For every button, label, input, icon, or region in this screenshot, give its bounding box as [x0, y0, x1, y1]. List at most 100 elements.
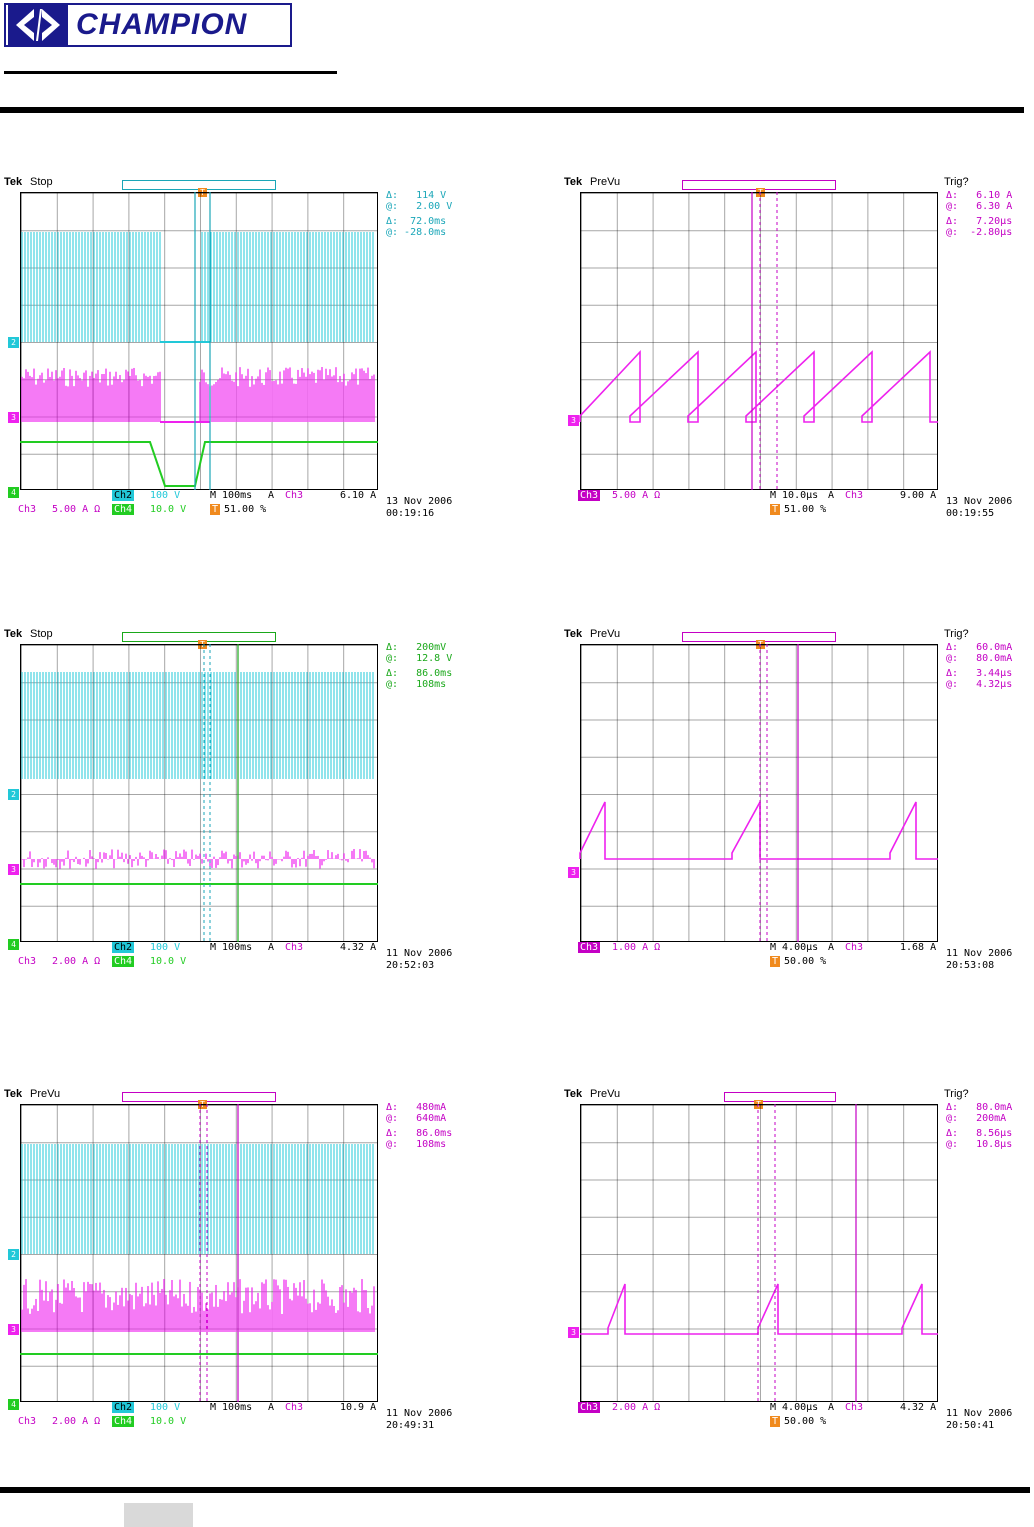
capture-date: 11 Nov 2006 — [386, 948, 453, 959]
ch4-scale: 10.0 V — [150, 504, 187, 515]
ch3-scale: 5.00 A Ω — [52, 504, 101, 515]
scope-status-bar: Ch3 5.00 A Ω M 10.0µs A Ch3 9.00 A T 51.00 % 13 … — [564, 490, 1034, 526]
ch3-trace — [579, 801, 938, 860]
trigger-source: Ch3 — [285, 1402, 304, 1413]
ch3-scale: 2.00 A Ω — [52, 1416, 101, 1427]
trigger-level: 9.00 A — [900, 490, 937, 501]
ch3-scale: 2.00 A Ω — [612, 1402, 661, 1413]
trigger-position-icon: T — [210, 504, 221, 515]
cursor-readout: Δ: 114 V @: 2.00 V Δ: 72.0ms @: -28.0ms — [386, 190, 476, 238]
ch4-label: Ch4 — [112, 504, 135, 515]
ch3-label: Ch3 — [18, 956, 37, 967]
tek-label: Tek — [564, 1088, 583, 1100]
ch2-label: Ch2 — [112, 942, 135, 953]
channel-4-marker-icon: 4 — [8, 939, 19, 950]
capture-date: 11 Nov 2006 — [386, 1408, 453, 1419]
cursor-readout-line: @: 200mA — [946, 1113, 1007, 1124]
trigger-mode: A — [828, 490, 835, 501]
trigger-mode: A — [268, 1402, 275, 1413]
cursor-readout-line: Δ: 114 V — [386, 190, 447, 201]
timebase-readout: M 100ms — [210, 942, 253, 953]
channel-4-marker-icon: 4 — [8, 487, 19, 498]
capture-time: 00:19:55 — [946, 508, 995, 519]
scope-status-bar: Ch3 1.00 A Ω M 4.00µs A Ch3 1.68 A T 50.00 % 11 … — [564, 942, 1034, 978]
waveform-area — [20, 1104, 378, 1402]
channel-3-marker-icon: 3 — [8, 412, 19, 423]
trigger-source: Ch3 — [845, 942, 864, 953]
trigger-position-percent: 50.00 % — [784, 956, 827, 967]
trigger-position-icon: T — [770, 1416, 781, 1427]
cursor-readout-line: @: 80.0mA — [946, 653, 1013, 664]
acquisition-state: PreVu — [590, 628, 621, 640]
scope-capture-3: TekStopT234Δ: 200mV@: 12.8 VΔ: 86.0ms@: … — [4, 628, 474, 978]
scope-graticule — [580, 1104, 938, 1402]
header-rule — [0, 107, 1024, 113]
cursor-readout: Δ: 60.0mA @: 80.0mA Δ: 3.44µs @: 4.32µs — [946, 642, 1034, 690]
champion-logo: CHAMPION — [4, 3, 292, 47]
cursor-readout-line: @: 6.30 A — [946, 201, 1013, 212]
acquisition-state: Stop — [30, 176, 53, 188]
ch3-scale: 5.00 A Ω — [612, 490, 661, 501]
trigger-source: Ch3 — [285, 942, 304, 953]
capture-time: 20:52:03 — [386, 960, 435, 971]
ch3-label: Ch3 — [578, 490, 601, 501]
ch2-scale: 100 V — [150, 1402, 181, 1413]
scope-status-bar: Ch2 100 V M 100ms A Ch3 4.32 A Ch3 2.00 A Ω Ch4 1… — [4, 942, 474, 978]
ch4-label: Ch4 — [112, 1416, 135, 1427]
footer-rule — [0, 1487, 1030, 1493]
cursor-readout-line: Δ: 80.0mA — [946, 1102, 1013, 1113]
trigger-source: Ch3 — [845, 1402, 864, 1413]
ch2-scale: 100 V — [150, 942, 181, 953]
cursor-readout-line: @: 108ms — [386, 679, 447, 690]
tek-label: Tek — [4, 628, 23, 640]
cursor-readout-line: Δ: 8.56µs — [946, 1128, 1013, 1139]
trigger-mode: A — [268, 490, 275, 501]
scope-capture-1: Tek Stop T 2 3 4 Δ: 114 V@: 2.00 V Δ: 72.0ms@: … — [4, 176, 476, 525]
cursor-readout-line: Δ: 86.0ms — [386, 1128, 453, 1139]
ch3-trace — [580, 1283, 938, 1335]
channel-3-marker-icon: 3 — [8, 1324, 19, 1335]
trigger-position-percent: 50.00 % — [784, 1416, 827, 1427]
cursor-readout-line: Δ: 480mA — [386, 1102, 447, 1113]
waveform-area — [20, 644, 378, 942]
cursor-readout-line: Δ: 3.44µs — [946, 668, 1013, 679]
trigger-level: 6.10 A — [340, 490, 377, 501]
acquisition-state: PreVu — [590, 1088, 621, 1100]
cursor-readout-line: Δ: 86.0ms — [386, 668, 453, 679]
capture-date: 13 Nov 2006 — [946, 496, 1013, 507]
waveform-area — [579, 192, 938, 490]
ch4-scale: 10.0 V — [150, 956, 187, 967]
ch3-trace — [579, 349, 938, 423]
ch4-label: Ch4 — [112, 956, 135, 967]
cursor-readout-line: @: 640mA — [386, 1113, 447, 1124]
timebase-readout: M 10.0µs — [770, 490, 819, 501]
ch3-label: Ch3 — [18, 504, 37, 515]
trigger-level: 1.68 A — [900, 942, 937, 953]
scope-graticule — [580, 644, 938, 942]
tek-label: Tek — [4, 176, 23, 188]
trigger-level: 4.32 A — [900, 1402, 937, 1413]
ch2-label: Ch2 — [112, 1402, 135, 1413]
channel-2-marker-icon: 2 — [8, 337, 19, 348]
ch3-scale: 1.00 A Ω — [612, 942, 661, 953]
cursor-readout: Δ: 6.10 A @: 6.30 A Δ: 7.20µs @: -2.80µs — [946, 190, 1034, 238]
cursor-readout: Δ: 80.0mA @: 200mA Δ: 8.56µs @: 10.8µs — [946, 1102, 1034, 1150]
footer-page-box — [124, 1503, 193, 1527]
waveform-area — [579, 644, 938, 942]
cursor-readout-line: @: 10.8µs — [946, 1139, 1013, 1150]
trigger-position-icon: T — [770, 504, 781, 515]
header-rule-short — [4, 71, 337, 74]
trigger-level: 4.32 A — [340, 942, 377, 953]
channel-3-marker-icon: 3 — [568, 415, 579, 426]
cursor-readout-line: Δ: 60.0mA — [946, 642, 1013, 653]
capture-time: 20:50:41 — [946, 1420, 995, 1431]
trigger-position-icon: T — [770, 956, 781, 967]
trigger-source: Ch3 — [845, 490, 864, 501]
acquisition-state: PreVu — [30, 1088, 61, 1100]
ch3-label: Ch3 — [18, 1416, 37, 1427]
scope-capture-2: Tek PreVu Trig? T 3 Δ: 6.10 A@: 6.30 A Δ: 7.20… — [564, 176, 1034, 526]
trigger-level: 10.9 A — [340, 1402, 377, 1413]
scope-capture-4: Tek PreVu Trig? T 3 Δ: 60.0mA@: 80.0mA Δ: 3.44… — [564, 628, 1034, 978]
capture-time: 20:49:31 — [386, 1420, 435, 1431]
